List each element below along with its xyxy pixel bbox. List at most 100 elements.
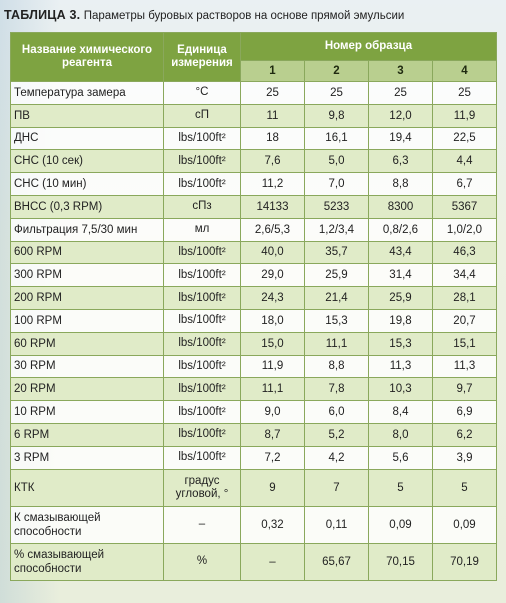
row-value-sample-3: 0,09 [368, 505, 433, 544]
row-value-sample-2: 16,1 [304, 126, 369, 151]
table-row: К смазывающей способности –0,32 0,11 0,09 0,… [10, 505, 497, 544]
row-value-sample-2: 7,0 [304, 172, 369, 196]
row-value-sample-4: 11,9 [432, 103, 497, 128]
row-value-sample-2: 25,9 [304, 263, 369, 288]
row-value-sample-1: 7,6 [240, 149, 305, 174]
table-body: Температура замера °C 25 25 25 25 ПВ сП 11 9,8 12,… [10, 81, 497, 581]
row-value-sample-4: 6,7 [432, 172, 497, 196]
row-value-sample-4: 6,9 [432, 400, 497, 424]
row-value-sample-3: 25,9 [368, 286, 433, 310]
table-row: 200 RPM lbs/100ft² 24,3 21,4 25,9 28,1 [10, 286, 497, 310]
row-value-sample-1: 11,9 [240, 354, 305, 379]
table-row: 100 RPM lbs/100ft² 18,0 15,3 19,8 20,7 [10, 308, 497, 333]
row-reagent-name: 100 RPM [10, 308, 164, 333]
table-caption: ТАБЛИЦА 3. Параметры буровых растворов н… [4, 6, 404, 24]
row-value-sample-1: 0,32 [240, 505, 305, 544]
row-value-sample-4: 0,09 [432, 505, 497, 544]
header-sample-4: 4 [432, 59, 497, 83]
table-row: 20 RPM lbs/100ft² 11,1 7,8 10,3 9,7 [10, 377, 497, 402]
header-reagent-name: Название химического реагента [10, 32, 164, 82]
row-value-sample-2: 0,11 [304, 505, 369, 544]
row-value-sample-2: 4,2 [304, 445, 369, 470]
row-value-sample-2: 5,2 [304, 422, 369, 447]
row-value-sample-4: 1,0/2,0 [432, 217, 497, 242]
table-caption-label: ТАБЛИЦА 3. [4, 8, 81, 22]
row-reagent-name: 3 RPM [10, 445, 164, 470]
row-value-sample-1: 18 [240, 126, 305, 151]
row-value-sample-2: 11,1 [304, 331, 369, 356]
row-value-sample-3: 8,0 [368, 422, 433, 447]
row-value-sample-1: 24,3 [240, 286, 305, 310]
header-sample-1: 1 [240, 59, 305, 83]
row-value-sample-1: 18,0 [240, 308, 305, 333]
row-reagent-name: ПВ [10, 103, 164, 128]
table-row: Фильтрация 7,5/30 мин мл 2,6/5,3 1,2/3,4 0,8… [10, 217, 497, 242]
row-unit: lbs/100ft² [163, 377, 241, 402]
row-value-sample-3: 25 [368, 81, 433, 105]
row-unit: – [163, 505, 241, 544]
header-sample-number: Номер образца [240, 32, 497, 61]
row-reagent-name: 20 RPM [10, 377, 164, 402]
row-reagent-name: ВНСС (0,3 RPM) [10, 194, 164, 219]
sample-number-row: 1 2 3 4 [11, 59, 497, 83]
row-value-sample-2: 9,8 [304, 103, 369, 128]
header-sample-2: 2 [304, 59, 369, 83]
row-value-sample-3: 10,3 [368, 377, 433, 402]
row-unit: lbs/100ft² [163, 331, 241, 356]
row-value-sample-1: 9,0 [240, 400, 305, 424]
row-value-sample-4: 4,4 [432, 149, 497, 174]
row-value-sample-2: 6,0 [304, 400, 369, 424]
row-unit: lbs/100ft² [163, 240, 241, 265]
row-value-sample-2: 35,7 [304, 240, 369, 265]
table-row: СНС (10 сек) lbs/100ft² 7,6 5,0 6,3 4,4 [10, 149, 497, 174]
row-unit: % [163, 542, 241, 581]
row-unit: сП [163, 103, 241, 128]
table-row: Температура замера °C 25 25 25 25 [10, 81, 497, 105]
row-value-sample-1: 25 [240, 81, 305, 105]
row-value-sample-1: 2,6/5,3 [240, 217, 305, 242]
row-value-sample-1: 15,0 [240, 331, 305, 356]
row-unit: lbs/100ft² [163, 308, 241, 333]
row-value-sample-3: 11,3 [368, 354, 433, 379]
row-reagent-name: 300 RPM [10, 263, 164, 288]
table-row: 300 RPM lbs/100ft² 29,0 25,9 31,4 34,4 [10, 263, 497, 288]
drilling-fluid-table: Название химического реагента Единица из… [10, 32, 497, 581]
row-value-sample-3: 43,4 [368, 240, 433, 265]
row-value-sample-3: 19,4 [368, 126, 433, 151]
row-value-sample-4: 15,1 [432, 331, 497, 356]
table-caption-text: Параметры буровых растворов на основе пр… [83, 10, 405, 22]
row-value-sample-1: 29,0 [240, 263, 305, 288]
table-row: 60 RPM lbs/100ft² 15,0 11,1 15,3 15,1 [10, 331, 497, 356]
row-value-sample-3: 70,15 [368, 542, 433, 581]
row-unit: lbs/100ft² [163, 422, 241, 447]
table-row: 3 RPM lbs/100ft² 7,2 4,2 5,6 3,9 [10, 445, 497, 470]
row-value-sample-3: 12,0 [368, 103, 433, 128]
row-value-sample-4: 5367 [432, 194, 497, 219]
row-reagent-name: 600 RPM [10, 240, 164, 265]
row-value-sample-4: 25 [432, 81, 497, 105]
row-value-sample-3: 15,3 [368, 331, 433, 356]
row-value-sample-4: 5 [432, 468, 497, 507]
table-row: ПВ сП 11 9,8 12,0 11,9 [10, 103, 497, 128]
row-unit: lbs/100ft² [163, 286, 241, 310]
row-value-sample-3: 19,8 [368, 308, 433, 333]
row-value-sample-1: 40,0 [240, 240, 305, 265]
row-value-sample-1: – [240, 542, 305, 581]
row-reagent-name: К смазывающей способности [10, 505, 164, 544]
row-unit: сПз [163, 194, 241, 219]
row-value-sample-2: 15,3 [304, 308, 369, 333]
row-value-sample-2: 5233 [304, 194, 369, 219]
row-value-sample-1: 11,2 [240, 172, 305, 196]
row-value-sample-4: 34,4 [432, 263, 497, 288]
row-unit: lbs/100ft² [163, 400, 241, 424]
table-row: % смазывающей способности% –65,67 70,15 70,… [10, 542, 497, 581]
header-row: Название химического реагента Единица из… [10, 32, 497, 82]
row-value-sample-4: 22,5 [432, 126, 497, 151]
table-row: КТК градус угловой, ° 9 7 5 5 [10, 468, 497, 507]
row-value-sample-1: 8,7 [240, 422, 305, 447]
row-value-sample-3: 5,6 [368, 445, 433, 470]
row-reagent-name: ДНС [10, 126, 164, 151]
row-reagent-name: КТК [10, 468, 164, 507]
row-value-sample-2: 21,4 [304, 286, 369, 310]
table-row: 10 RPM lbs/100ft² 9,0 6,0 8,4 6,9 [10, 400, 497, 424]
